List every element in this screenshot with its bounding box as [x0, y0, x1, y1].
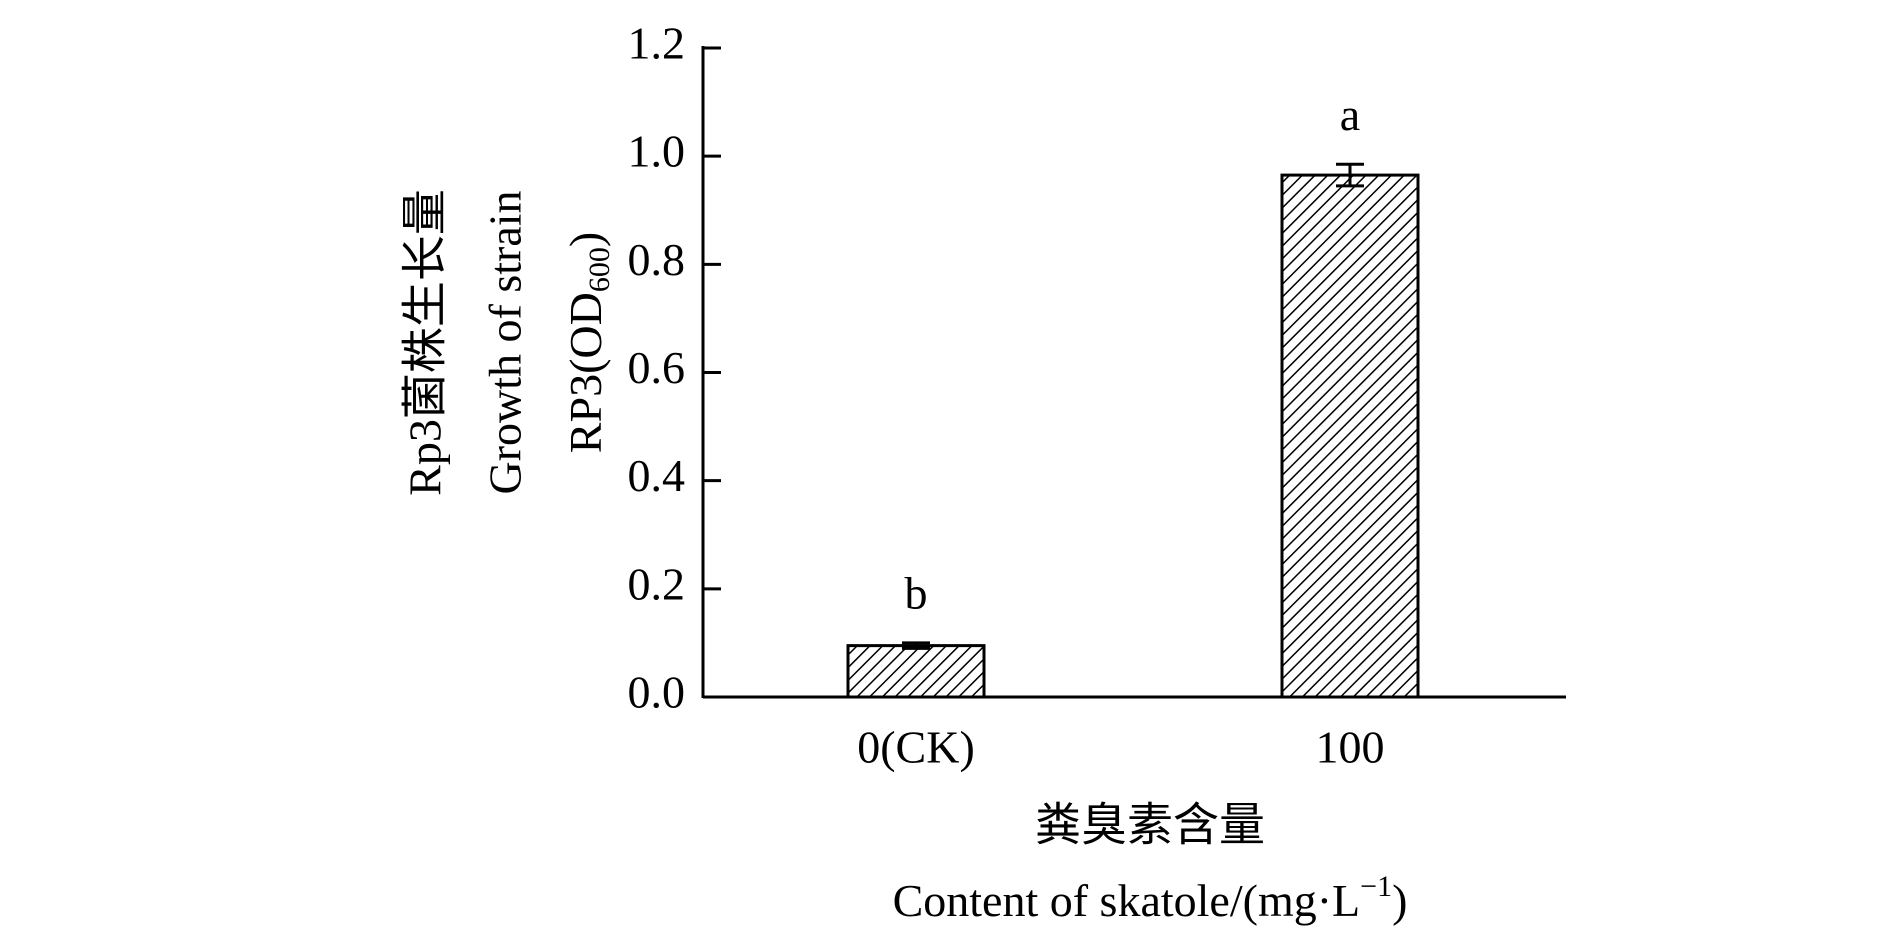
y-tick-label: 0.0	[628, 667, 686, 718]
x-axis-title-part: −1	[1360, 870, 1392, 903]
y-axis-title-part: RP3(OD	[560, 292, 611, 453]
y-axis-title: RP3(OD600)	[560, 232, 616, 453]
bar	[846, 644, 986, 699]
y-axis-title-part: )	[560, 232, 611, 247]
y-tick-label: 0.6	[628, 342, 686, 393]
x-tick-label: 100	[1316, 722, 1385, 773]
x-axis-title: Content of skatole/(mg·L−1)	[893, 870, 1408, 926]
y-axis-title: Growth of strain	[480, 190, 531, 494]
x-tick-label: 0(CK)	[857, 722, 975, 773]
error-bar	[902, 641, 930, 650]
y-tick-label: 0.2	[628, 558, 686, 609]
y-tick-label: 0.8	[628, 234, 686, 285]
y-tick-label: 1.2	[628, 18, 686, 69]
x-axis-title-part: Content of skatole/(mg·L	[893, 875, 1361, 926]
y-axis-title: Rp3菌株生长量	[400, 189, 451, 496]
x-axis-title: 粪臭素含量	[1035, 800, 1265, 851]
bar	[1280, 173, 1420, 699]
error-bar	[1336, 162, 1364, 188]
y-tick-label: 1.0	[628, 126, 686, 177]
significance-label: b	[905, 567, 928, 618]
y-axis-title-part: 600	[583, 247, 616, 292]
significance-label: a	[1340, 89, 1360, 140]
y-tick-label: 0.4	[628, 450, 686, 501]
x-axis-title-part: )	[1392, 875, 1407, 926]
